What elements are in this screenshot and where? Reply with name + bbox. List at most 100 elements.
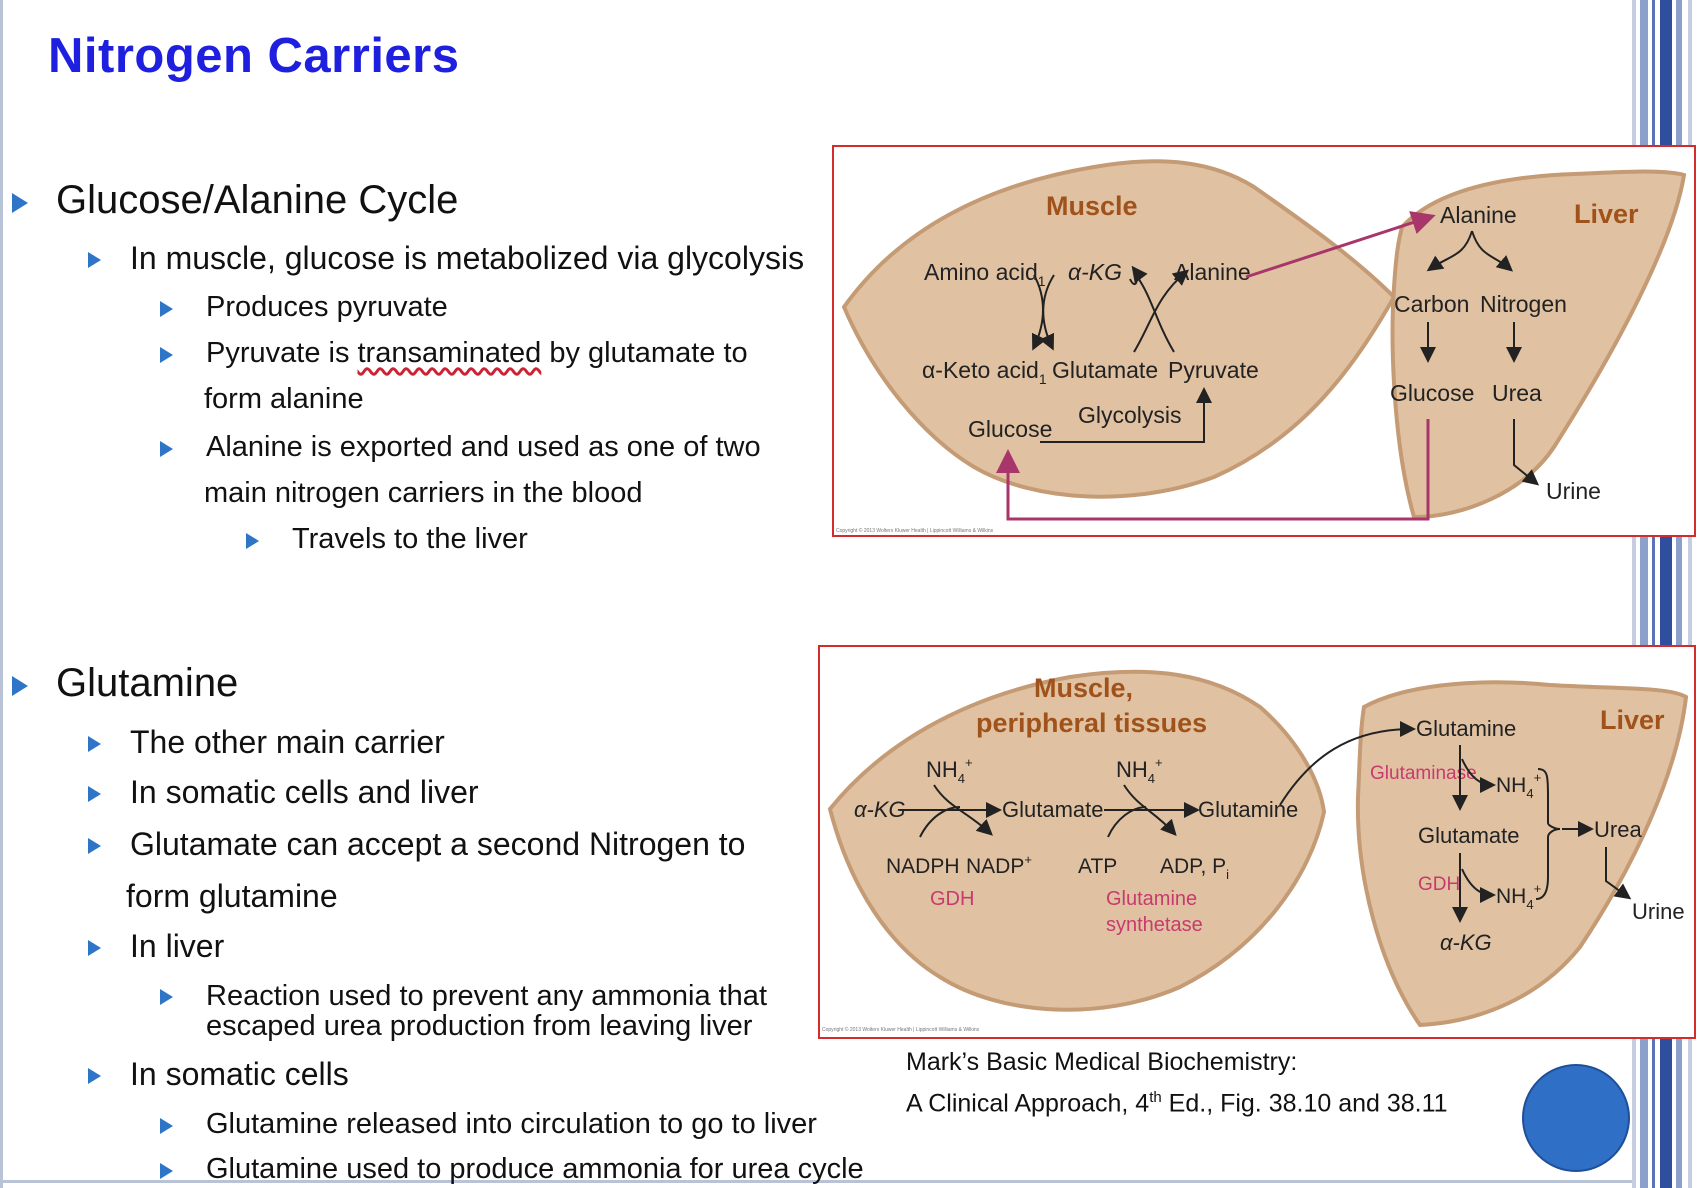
nadp-label: NADP+	[966, 852, 1032, 878]
urea-label: Urea	[1492, 380, 1542, 406]
nh4-label-2: NH4+	[1116, 755, 1163, 786]
nadph-label: NADPH	[886, 855, 960, 878]
bullet-text: In somatic cells and liver	[130, 774, 479, 810]
liver-nh4-label-1: NH4+	[1496, 770, 1541, 801]
muscle-label: Muscle	[1046, 191, 1138, 221]
atp-curve-2	[1107, 806, 1147, 838]
bullet-icon	[160, 1163, 173, 1179]
gdh-label: GDH	[930, 888, 974, 910]
liver-glutamine-label: Glutamine	[1416, 716, 1516, 741]
glutamine-synthetase-line1: Glutamine	[1106, 888, 1197, 910]
bullet-text-continuation: escaped urea production from leaving liv…	[206, 1010, 753, 1042]
pyruvate-label: Pyruvate	[1168, 357, 1259, 383]
bullet-icon	[160, 347, 173, 363]
liver-label: Liver	[1574, 199, 1639, 229]
bullet-icon	[12, 193, 28, 213]
liver-glucose-label: Glucose	[1390, 380, 1474, 406]
liver-glutamate-label: Glutamate	[1418, 823, 1520, 848]
muscle-label-line1: Muscle,	[1034, 673, 1133, 703]
nitrogen-label: Nitrogen	[1480, 291, 1567, 317]
liver-akg-label: α-KG	[1440, 930, 1492, 955]
transamination-arrow-5	[1135, 274, 1175, 353]
glucose-label: Glucose	[968, 416, 1052, 442]
reference-line-1: Mark’s Basic Medical Biochemistry:	[906, 1048, 1298, 1076]
bullet-icon	[88, 1068, 101, 1084]
bullet-text: Alanine is exported and used as one of t…	[206, 431, 761, 463]
bullet-icon	[160, 301, 173, 317]
bullet-text: Reaction used to prevent any ammonia tha…	[206, 980, 767, 1012]
urea-to-urine-arrow	[1513, 419, 1540, 486]
amino-acid-label: Amino acid1	[924, 259, 1046, 289]
nadph-curve-1	[919, 806, 961, 838]
bullet-text: In liver	[130, 928, 225, 964]
bullet-text: Glutamine used to produce ammonia for ur…	[206, 1153, 864, 1185]
section-heading-glucose-alanine: Glucose/Alanine Cycle	[56, 178, 459, 222]
bullet-text-continuation: form alanine	[204, 383, 364, 415]
bullet-text: Glutamate can accept a second Nitrogen t…	[130, 826, 746, 862]
liver-label: Liver	[1600, 705, 1665, 735]
liver-gdh-label: GDH	[1418, 874, 1460, 895]
right-deco-bar-6	[1688, 0, 1692, 1188]
liver-organ-shape	[1390, 169, 1687, 520]
right-deco-bar-5	[1676, 0, 1682, 1188]
urea-label: Urea	[1594, 817, 1642, 842]
liver-organ-shape	[1355, 680, 1689, 1028]
bullet-text: Glutamine released into circulation to g…	[206, 1108, 817, 1140]
bullet-text: In muscle, glucose is metabolized via gl…	[130, 240, 805, 276]
right-deco-bar-3	[1652, 0, 1655, 1188]
carbon-label: Carbon	[1394, 291, 1469, 317]
glucose-return-arrow	[996, 419, 1430, 521]
keto-acid-label: α-Keto acid1	[922, 357, 1047, 387]
akg-label: α-KG	[1068, 259, 1122, 285]
transamination-arrow-2	[1039, 274, 1055, 351]
glutamine-figure: Muscle, peripheral tissues Liver NH4+ NH…	[818, 645, 1696, 1039]
glutamine-synthetase-line2: synthetase	[1106, 914, 1203, 936]
alanine-export-arrow	[1245, 211, 1436, 279]
decorative-circle	[1522, 1064, 1630, 1172]
bullet-icon	[160, 1118, 173, 1134]
urea-to-urine-arrow	[1605, 847, 1632, 900]
bullet-icon	[160, 441, 173, 457]
bullet-text-continuation: main nitrogen carriers in the blood	[204, 477, 643, 509]
bullet-text-transaminated: Pyruvate is transaminated by glutamate t…	[206, 337, 748, 370]
liver-nh4-label-2: NH4+	[1496, 881, 1541, 912]
bullet-icon	[88, 736, 101, 752]
nh4-release-arrow-2	[1461, 868, 1496, 903]
adp-label: ADP, Pi	[1160, 855, 1229, 882]
left-edge-line	[0, 0, 3, 1188]
transamination-arrow-3	[1129, 265, 1148, 286]
atp-label: ATP	[1078, 855, 1117, 878]
bullet-icon	[88, 786, 101, 802]
slide-title: Nitrogen Carriers	[48, 29, 460, 83]
spellcheck-underlined-word[interactable]: transaminated	[357, 337, 542, 369]
glutaminase-label: Glutaminase	[1370, 763, 1477, 784]
glycolysis-label: Glycolysis	[1078, 402, 1182, 428]
transamination-arrow-4	[1133, 269, 1190, 353]
glucose-alanine-diagram: Muscle Liver Amino acid1 α-KG Alanine α-…	[836, 159, 1687, 534]
liver-split-arrow-left	[1426, 230, 1473, 272]
bullet-text: Travels to the liver	[292, 523, 528, 555]
glutamine-diagram: Muscle, peripheral tissues Liver NH4+ NH…	[822, 669, 1689, 1033]
figure-reference: Mark’s Basic Medical Biochemistry: A Cli…	[906, 1044, 1448, 1121]
nh4-curve-arrow-1	[933, 784, 993, 836]
bullet-icon	[246, 533, 259, 549]
bullet-text-continuation: form glutamine	[126, 878, 338, 914]
nh4-curve-arrow-2	[1123, 784, 1177, 836]
bottom-edge-line	[0, 1180, 1632, 1183]
glycolysis-arrow	[1040, 387, 1212, 443]
copyright-text: Copyright © 2013 Wolters Kluwer Health |…	[836, 527, 994, 534]
glutamate-label: Glutamate	[1052, 357, 1158, 383]
right-deco-bar-2	[1640, 0, 1648, 1188]
nh4-label-1: NH4+	[926, 755, 973, 786]
nh4-release-arrow-1	[1461, 758, 1496, 793]
liver-split-arrow-right	[1471, 230, 1514, 272]
akg-label: α-KG	[854, 797, 906, 822]
reference-line-2: A Clinical Approach, 4th Ed., Fig. 38.10…	[906, 1089, 1448, 1118]
copyright-text: Copyright © 2013 Wolters Kluwer Health |…	[822, 1026, 980, 1033]
glutamine-export-arrow	[1279, 721, 1416, 806]
muscle-organ-shape	[841, 159, 1397, 499]
bullet-icon	[88, 940, 101, 956]
bullet-icon	[88, 838, 101, 854]
bullet-icon	[12, 676, 28, 696]
bullet-text: The other main carrier	[130, 724, 445, 760]
